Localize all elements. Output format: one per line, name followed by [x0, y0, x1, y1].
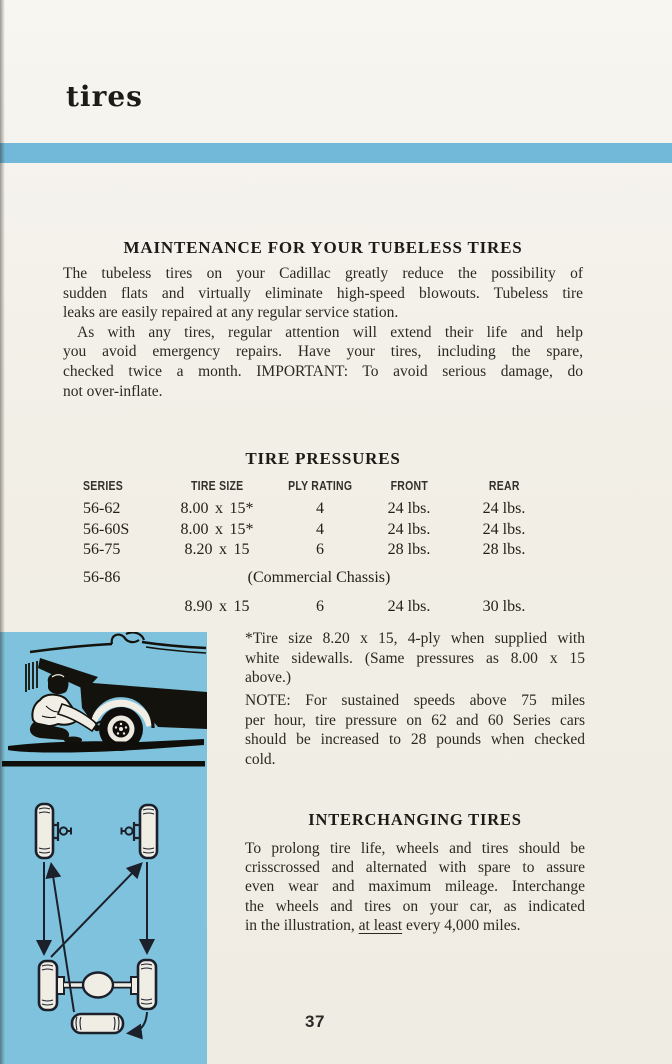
car-outline	[25, 632, 207, 692]
table-row: 8.90 x 15 6 24 lbs. 30 lbs.	[83, 597, 569, 618]
text-line: you avoid emergency repairs. Have your t…	[63, 343, 583, 361]
interchanging-paragraph: To prolong tire life, wheels and tires s…	[245, 839, 585, 935]
paragraph: *Tire size 8.20 x 15, 4-ply when supplie…	[245, 629, 585, 688]
text-line: the wheels and tires on your car, as ind…	[245, 897, 585, 915]
cell-commercial-chassis-label: (Commercial Chassis)	[247, 569, 391, 586]
cell-ply-rating: 6	[316, 541, 324, 558]
cell-rear: 30 lbs.	[482, 598, 526, 615]
table-header-row: SERIES TIRE SIZE PLY RATING FRONT REAR	[83, 477, 569, 495]
column-header-series: SERIES	[83, 479, 124, 493]
paragraph: As with any tires, regular attention wil…	[63, 323, 583, 401]
maintenance-paragraphs: The tubeless tires on your Cadillac grea…	[63, 264, 583, 401]
rear-axle	[56, 971, 139, 999]
cell-series: 56-75	[83, 541, 121, 558]
table-row: 56-62 8.00 x 15* 4 24 lbs. 24 lbs.	[83, 499, 569, 520]
text-line: *Tire size 8.20 x 15, 4-ply when supplie…	[245, 630, 585, 647]
ground-shadow	[8, 739, 204, 753]
cell-tire-size: 8.90 x 15	[184, 598, 250, 615]
wheels	[34, 802, 159, 1035]
cell-rear: 24 lbs.	[482, 500, 526, 517]
text-line: should be increased to 28 pounds when ch…	[245, 731, 585, 749]
text-line: NOTE: For sustained speeds above 75 mile…	[245, 692, 585, 709]
page-number: 37	[305, 1012, 325, 1031]
page-title: tires	[66, 80, 143, 113]
table-row: 56-60S 8.00 x 15* 4 24 lbs. 24 lbs.	[83, 520, 569, 541]
column-header-tire-size: TIRE SIZE	[190, 479, 244, 493]
tire-pressure-table: SERIES TIRE SIZE PLY RATING FRONT REAR 5…	[83, 477, 569, 618]
text-line: As with any tires, regular attention wil…	[77, 323, 583, 341]
cell-tire-size: 8.20 x 15	[184, 541, 250, 558]
tire-check-illustration	[2, 632, 207, 767]
text-line: white sidewalls. (Same pressures as 8.00…	[245, 649, 585, 667]
text-line: The tubeless tires on your Cadillac grea…	[63, 265, 583, 282]
column-header-rear: REAR	[488, 479, 520, 493]
cell-ply-rating: 6	[316, 598, 324, 615]
table-row: 56-75 8.20 x 15 6 28 lbs. 28 lbs.	[83, 540, 569, 561]
tire-rotation-diagram	[34, 802, 159, 1040]
front-wheel	[99, 707, 143, 751]
text-line: crisscrossed and alternated with spare t…	[245, 859, 585, 877]
accent-bar	[0, 143, 672, 163]
text-line: per hour, tire pressure on 62 and 60 Ser…	[245, 711, 585, 729]
cell-rear: 24 lbs.	[482, 520, 526, 538]
cell-tire-size: 8.00 x 15*	[180, 520, 254, 538]
tire-size-footnote: *Tire size 8.20 x 15, 4-ply when supplie…	[245, 629, 585, 688]
text-line: leaks are easily repaired at any regular…	[63, 304, 399, 322]
scan-edge-shadow	[0, 0, 5, 1064]
paragraph: NOTE: For sustained speeds above 75 mile…	[245, 691, 585, 769]
rocker-panel	[152, 720, 207, 729]
section-heading-interchanging: INTERCHANGING TIRES	[308, 810, 522, 829]
mechanic-figure	[29, 672, 105, 744]
cell-series: 56-86	[83, 569, 121, 586]
illustration-panel	[0, 632, 207, 1064]
rotation-arrows	[36, 862, 155, 1040]
table-row-commercial: 56-86 (Commercial Chassis)	[83, 568, 569, 589]
cell-ply-rating: 4	[316, 520, 324, 538]
paragraph: To prolong tire life, wheels and tires s…	[245, 839, 585, 916]
cell-front: 24 lbs.	[387, 598, 431, 615]
text-line: in the illustration, at least every 4,00…	[245, 916, 521, 934]
car-body-band	[80, 682, 207, 722]
cell-rear: 28 lbs.	[482, 541, 526, 558]
cell-front: 24 lbs.	[387, 500, 431, 517]
fender-arch	[88, 699, 154, 728]
text-line: cold.	[245, 750, 276, 768]
text-line: sudden flats and virtually eliminate hig…	[63, 284, 583, 302]
underlined-phrase: at least	[358, 916, 403, 934]
cell-front: 28 lbs.	[387, 541, 431, 558]
cell-series: 56-60S	[83, 520, 130, 538]
cell-front: 24 lbs.	[387, 520, 431, 538]
text-line: even wear and maximum mileage. Interchan…	[245, 878, 585, 896]
section-heading-maintenance: MAINTENANCE FOR YOUR TUBELESS TIRES	[123, 238, 523, 257]
column-header-ply-rating: PLY RATING	[287, 479, 353, 493]
cell-ply-rating: 4	[316, 500, 324, 517]
hood-shadow	[38, 658, 98, 690]
section-heading-tire-pressures: TIRE PRESSURES	[245, 449, 401, 468]
text-line: not over-inflate.	[63, 382, 163, 400]
text-line: above.)	[245, 669, 292, 687]
divider-rule	[2, 761, 205, 767]
cell-series: 56-62	[83, 500, 121, 517]
wheel-tread-hatching	[38, 807, 155, 1031]
steering-knuckles	[53, 822, 139, 841]
text-line: checked twice a month. IMPORTANT: To avo…	[63, 362, 583, 380]
fender-lip	[87, 693, 155, 729]
text-line: To prolong tire life, wheels and tires s…	[245, 840, 585, 857]
column-header-front: FRONT	[390, 479, 428, 493]
paragraph: The tubeless tires on your Cadillac grea…	[63, 264, 583, 323]
cell-tire-size: 8.00 x 15*	[180, 500, 254, 517]
speed-pressure-note: NOTE: For sustained speeds above 75 mile…	[245, 691, 585, 769]
